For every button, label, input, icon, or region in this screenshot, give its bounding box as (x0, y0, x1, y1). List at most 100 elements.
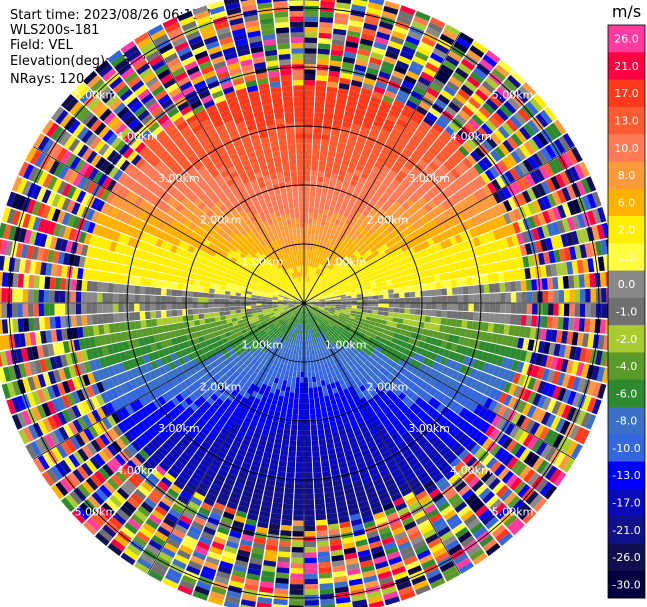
range-gate (344, 110, 355, 119)
range-gate (245, 297, 252, 301)
range-gate (291, 223, 296, 230)
range-gate (338, 82, 350, 90)
range-gate (134, 285, 141, 294)
range-gate (151, 85, 165, 97)
range-gate (224, 294, 230, 299)
range-gate (355, 288, 362, 292)
range-gate (204, 318, 211, 324)
range-gate (275, 194, 282, 201)
range-gate (517, 257, 525, 269)
range-gate (301, 281, 304, 288)
range-gate (407, 157, 418, 167)
range-gate (154, 89, 168, 101)
range-gate (389, 273, 397, 280)
range-gate (253, 110, 264, 119)
range-gate (210, 322, 217, 328)
range-gate (443, 160, 454, 172)
range-gate (315, 262, 320, 269)
range-gate (402, 236, 410, 245)
range-gate (226, 124, 237, 133)
range-gate (130, 80, 145, 93)
range-gate (260, 136, 270, 144)
range-gate (460, 58, 475, 71)
range-gate (354, 237, 361, 244)
range-gate (350, 273, 356, 279)
range-gate (434, 98, 448, 110)
range-gate (224, 91, 237, 100)
range-gate (351, 123, 361, 132)
range-gate (332, 223, 339, 231)
range-gate (278, 48, 291, 55)
range-gate (434, 43, 450, 55)
range-gate (209, 5, 225, 15)
range-gate (553, 290, 559, 303)
range-gate (359, 214, 367, 222)
range-gate (346, 295, 352, 299)
range-gate (220, 109, 232, 119)
range-gate (54, 277, 61, 290)
range-gate (335, 236, 341, 244)
range-gate (576, 180, 587, 196)
range-gate (393, 25, 408, 35)
range-gate (281, 80, 292, 87)
range-gate (574, 163, 585, 180)
range-gate (49, 316, 56, 329)
range-gate (297, 282, 300, 288)
range-gate (136, 36, 152, 49)
range-gate (376, 268, 384, 275)
range-gate (385, 240, 393, 248)
range-gate (493, 251, 502, 262)
range-gate (463, 259, 471, 269)
range-gate (417, 46, 432, 57)
range-gate (544, 144, 557, 159)
range-gate (470, 267, 477, 276)
range-gate (119, 88, 133, 102)
range-gate (446, 207, 456, 218)
range-gate (407, 184, 417, 194)
start-time-text: Start time: 2023/08/26 06:15:17 (10, 8, 222, 23)
range-gate (357, 265, 364, 271)
range-gate (429, 127, 441, 138)
range-gate (308, 282, 311, 288)
range-gate (372, 250, 380, 257)
range-gate (397, 137, 408, 147)
range-gate (416, 186, 426, 197)
range-gate (321, 265, 326, 271)
range-gate (209, 85, 222, 95)
range-gate (571, 147, 583, 163)
range-gate (405, 123, 417, 134)
range-gate (432, 78, 446, 89)
range-gate (416, 105, 428, 116)
range-gate (438, 134, 450, 145)
range-gate (319, 297, 325, 300)
range-gate (272, 151, 281, 158)
range-gate (424, 222, 433, 231)
range-gate (483, 284, 490, 294)
range-gate (219, 36, 234, 46)
range-gate (269, 135, 278, 142)
range-gate (277, 255, 283, 262)
range-gate (384, 90, 397, 99)
range-gate (311, 170, 318, 177)
range-gate (345, 105, 356, 114)
range-gate (388, 269, 395, 275)
range-gate (338, 136, 348, 144)
range-gate (301, 260, 304, 266)
range-gate (447, 263, 455, 272)
range-gate (333, 241, 339, 248)
range-gate (382, 191, 391, 200)
range-gate (398, 287, 405, 293)
range-gate (134, 312, 141, 321)
range-gate (307, 276, 310, 283)
range-gate (337, 283, 343, 288)
range-gate (368, 0, 385, 6)
range-gate (340, 186, 348, 194)
range-gate (334, 109, 345, 116)
range-gate (470, 150, 482, 163)
range-gate (212, 118, 224, 128)
range-gate (309, 250, 313, 256)
range-gate (331, 44, 344, 52)
range-gate (375, 282, 382, 288)
range-gate (370, 51, 384, 61)
range-gate (351, 174, 360, 182)
